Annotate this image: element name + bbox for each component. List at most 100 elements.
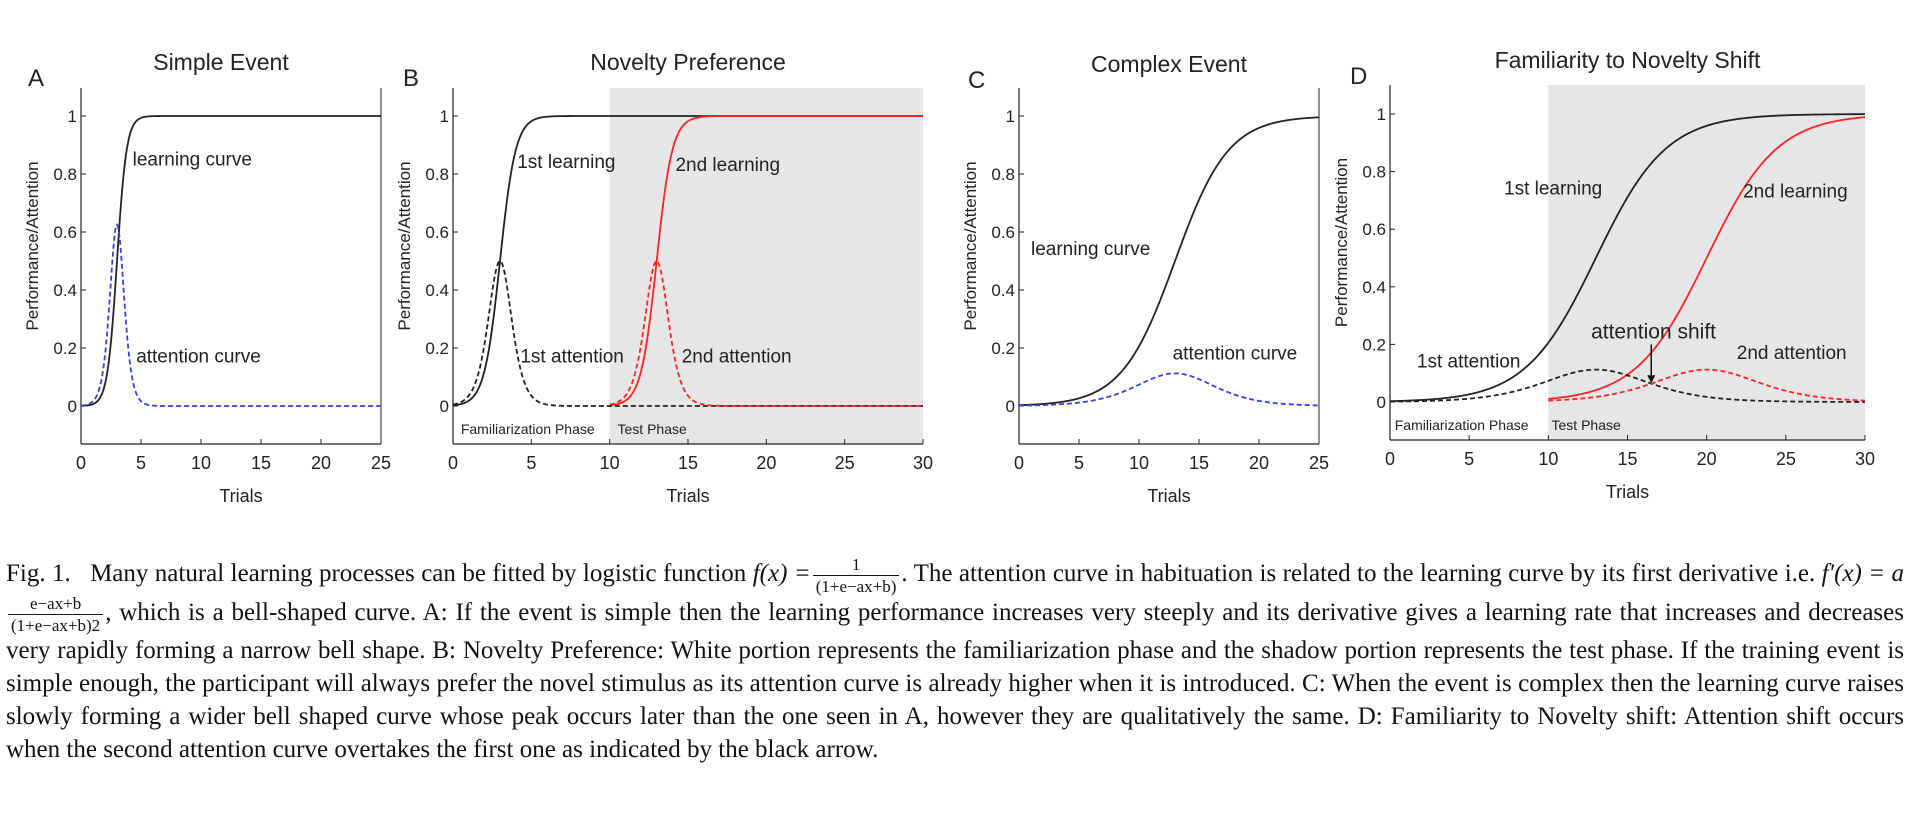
x-tick-label: 20	[1249, 453, 1269, 473]
derivative-formula-lhs: f′(x) = a	[1821, 560, 1905, 588]
x-tick-label: 0	[1385, 449, 1395, 469]
panel-letter: C	[968, 67, 985, 94]
x-tick-label: 0	[1014, 453, 1024, 473]
x-axis-label: Trials	[666, 486, 709, 506]
y-axis-label: Performance/Attention	[1332, 158, 1351, 327]
panel-title: Complex Event	[1091, 51, 1248, 77]
x-tick-label: 0	[76, 453, 86, 473]
series-line-1st-attention	[452, 259, 923, 407]
x-tick-label: 20	[1697, 449, 1717, 469]
panel-letter: A	[28, 65, 44, 92]
x-axis-label: Trials	[219, 486, 262, 506]
derivative-formula-numerator: e−ax+b	[8, 595, 104, 615]
series-line-2nd-attention	[609, 260, 923, 407]
curve-annotation: attention shift	[1591, 321, 1716, 344]
x-tick-label: 10	[1538, 449, 1558, 469]
y-tick-label: 0.6	[991, 223, 1015, 242]
derivative-formula-fraction: e−ax+b (1+e−ax+b)2	[8, 595, 104, 635]
logistic-formula-denominator: (1+e−ax+b)	[815, 577, 897, 596]
y-tick-label: 0	[1377, 393, 1386, 412]
curve-annotation: 2nd attention	[682, 347, 792, 368]
curve-annotation: 1st attention	[520, 347, 624, 368]
phase-label: Familiarization Phase	[1395, 417, 1529, 433]
caption-text-intro: Many natural learning processes can be f…	[90, 560, 747, 588]
curve-annotation: 2nd learning	[1743, 182, 1848, 203]
curve-annotation: learning curve	[1031, 239, 1150, 260]
y-tick-label: 0.4	[1362, 278, 1386, 297]
x-tick-label: 10	[191, 453, 211, 473]
caption-figure-label: Fig. 1.	[6, 560, 71, 588]
series-line-attention-curve	[1018, 372, 1320, 407]
panel-title: Simple Event	[153, 49, 289, 75]
curve-annotation: attention curve	[136, 347, 261, 368]
y-tick-label: 0.6	[53, 223, 77, 242]
y-tick-label: 0.2	[53, 339, 77, 358]
phase-label: Familiarization Phase	[461, 421, 595, 437]
logistic-formula-fraction: 1 (1+e−ax+b)	[812, 556, 900, 596]
x-tick-label: 15	[251, 453, 271, 473]
logistic-formula-numerator: 1	[812, 556, 900, 576]
y-tick-label: 0.4	[991, 281, 1015, 300]
derivative-formula-denominator: (1+e−ax+b)2	[11, 616, 101, 635]
x-tick-label: 30	[1855, 449, 1875, 469]
series-line-attention-curve	[80, 223, 381, 407]
x-tick-label: 10	[600, 453, 620, 473]
x-tick-label: 0	[448, 453, 458, 473]
x-tick-label: 5	[1464, 449, 1474, 469]
curve-annotation: 1st learning	[517, 152, 615, 173]
x-tick-label: 5	[526, 453, 536, 473]
y-tick-label: 1	[68, 107, 77, 126]
curve-annotation: attention curve	[1173, 344, 1298, 365]
y-tick-label: 0.8	[425, 165, 449, 184]
y-axis-label: Performance/Attention	[395, 161, 414, 330]
y-tick-label: 1	[1006, 107, 1015, 126]
y-axis-label: Performance/Attention	[23, 161, 42, 330]
y-tick-label: 1	[1377, 105, 1386, 124]
x-tick-label: 25	[371, 453, 391, 473]
y-tick-label: 0.6	[1362, 220, 1386, 239]
y-tick-label: 0.2	[1362, 335, 1386, 354]
panel-letter: D	[1350, 63, 1367, 90]
y-tick-label: 0	[440, 397, 449, 416]
y-tick-label: 0.6	[425, 223, 449, 242]
curve-annotation: 2nd attention	[1737, 343, 1847, 364]
figure-caption: Fig. 1. Many natural learning processes …	[6, 556, 1904, 766]
phase-label: Test Phase	[618, 421, 687, 437]
y-tick-label: 0.2	[425, 339, 449, 358]
curve-annotation: 1st learning	[1504, 179, 1602, 200]
y-tick-label: 0.8	[991, 165, 1015, 184]
y-tick-label: 0	[68, 397, 77, 416]
y-tick-label: 0.4	[425, 281, 449, 300]
test-phase-shading	[1548, 85, 1865, 440]
x-tick-label: 20	[756, 453, 776, 473]
x-tick-label: 15	[678, 453, 698, 473]
test-phase-shading	[609, 88, 923, 444]
caption-text-body: , which is a bell-shaped curve. A: If th…	[6, 599, 1904, 763]
x-tick-label: 25	[835, 453, 855, 473]
y-tick-label: 1	[440, 107, 449, 126]
y-tick-label: 0.4	[53, 281, 77, 300]
y-tick-label: 0.8	[53, 165, 77, 184]
series-line-learning-curve	[1018, 116, 1320, 407]
x-axis-label: Trials	[1606, 482, 1649, 502]
attention-shift-arrow-head	[1647, 375, 1656, 384]
phase-label: Test Phase	[1552, 417, 1621, 433]
x-tick-label: 30	[913, 453, 933, 473]
y-tick-label: 0.8	[1362, 163, 1386, 182]
panel-title: Novelty Preference	[590, 49, 786, 75]
x-tick-label: 15	[1617, 449, 1637, 469]
curve-annotation: 1st attention	[1417, 351, 1521, 372]
y-tick-label: 0	[1006, 397, 1015, 416]
series-line-2nd-learning	[1548, 116, 1866, 400]
x-tick-label: 5	[1074, 453, 1084, 473]
x-tick-label: 10	[1129, 453, 1149, 473]
x-tick-label: 15	[1189, 453, 1209, 473]
y-axis-label: Performance/Attention	[961, 161, 980, 330]
x-tick-label: 25	[1309, 453, 1329, 473]
caption-text-derivative-intro: . The attention curve in habituation is …	[901, 560, 1816, 588]
